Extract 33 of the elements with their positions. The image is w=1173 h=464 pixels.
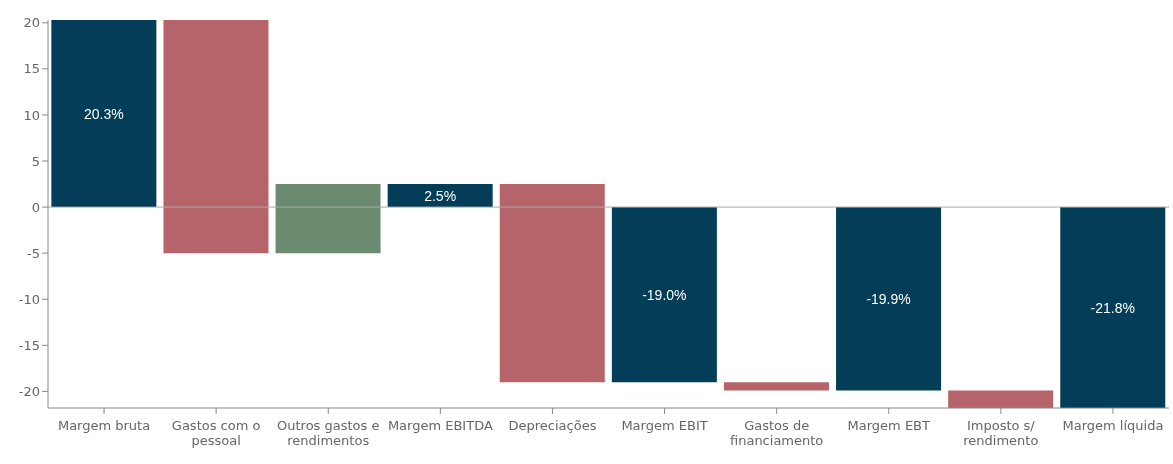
x-tick-label: Imposto s/ rendimento xyxy=(963,418,1039,448)
bar xyxy=(51,20,157,208)
bar xyxy=(611,207,717,383)
y-tick-label: 15 xyxy=(23,61,40,77)
x-tick-label: Margem EBIT xyxy=(621,418,708,433)
x-tick-label: Gastos de financiamento xyxy=(729,418,824,448)
y-tick-label: -20 xyxy=(18,384,40,400)
y-tick-label: -5 xyxy=(27,245,40,261)
x-tick-label: Margem bruta xyxy=(57,418,151,433)
y-tick-label: 10 xyxy=(23,107,40,123)
x-tick-label: Outros gastos e rendimentos xyxy=(277,418,380,448)
bar xyxy=(499,184,605,383)
y-tick-label: -10 xyxy=(18,291,40,307)
data-label: -19.0% xyxy=(642,286,687,303)
y-tick-label: 0 xyxy=(31,199,40,215)
x-tick-label: Margem EBITDA xyxy=(387,418,493,433)
x-tick-label: Gastos com o pessoal xyxy=(171,418,261,448)
x-tick-label: Depreciações xyxy=(508,418,597,433)
y-tick-label: 20 xyxy=(23,15,40,31)
bar xyxy=(1060,207,1166,408)
data-label: 2.5% xyxy=(424,187,457,204)
bar xyxy=(723,382,829,391)
x-tick-label: Margem EBT xyxy=(847,418,931,433)
data-label: -21.8% xyxy=(1090,299,1135,316)
x-tick-label: Margem líquida xyxy=(1062,418,1164,433)
bar xyxy=(163,20,269,254)
data-label: 20.3% xyxy=(84,105,124,122)
bar xyxy=(948,390,1054,408)
bar xyxy=(836,207,942,391)
y-tick-label: 5 xyxy=(31,153,40,169)
y-tick-label: -15 xyxy=(18,337,40,353)
bar xyxy=(275,184,381,254)
data-label: -19.9% xyxy=(866,290,911,307)
